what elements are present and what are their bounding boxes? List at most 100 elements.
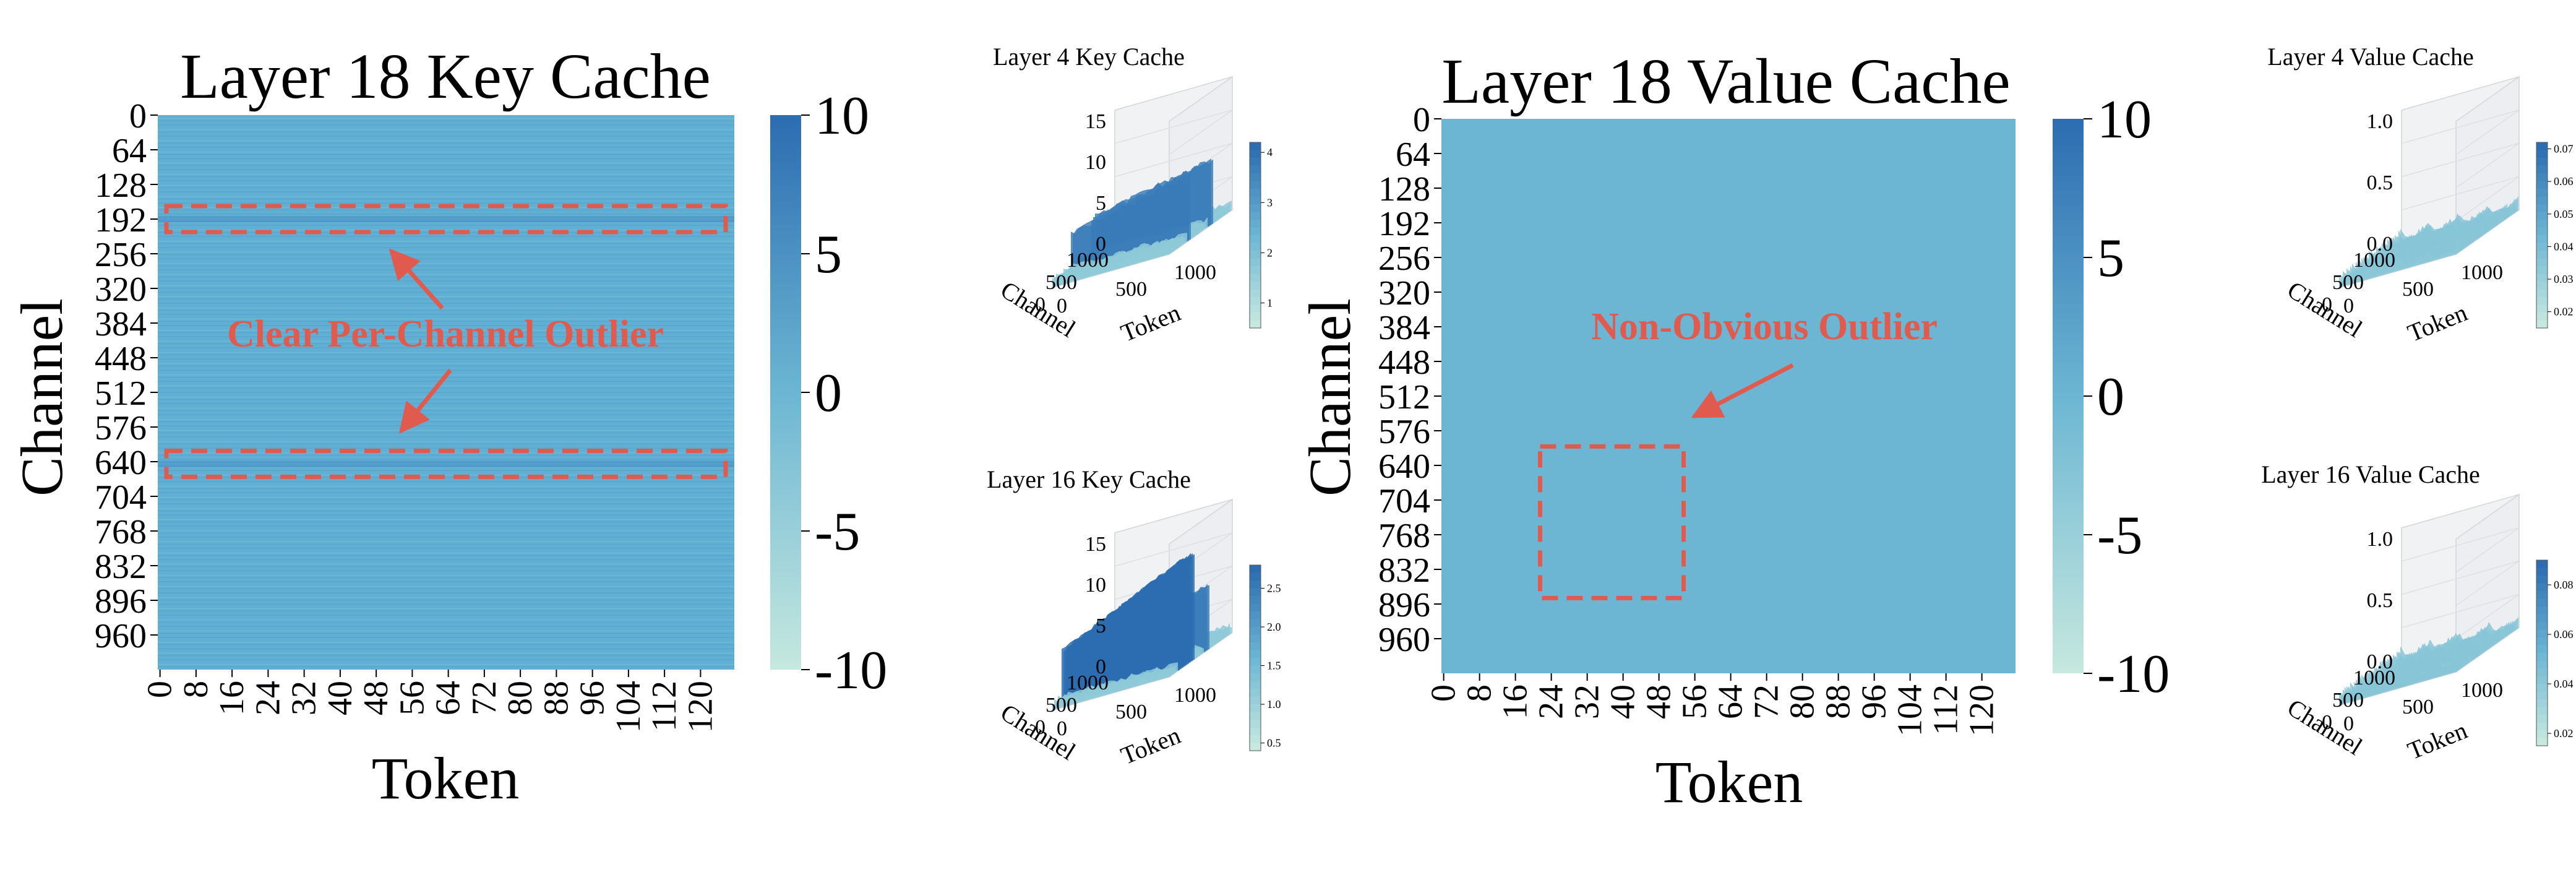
v16-cbar-frame xyxy=(2536,559,2548,746)
v16-surface-ribbon xyxy=(2339,657,2457,706)
k16-cbar-segment xyxy=(1250,658,1261,667)
v18-heatmap-chart: Layer 18 Value Cache 0641281922563203844… xyxy=(1297,46,2170,815)
k4-ztick: 15 xyxy=(1085,110,1106,133)
k4-cbar-segment xyxy=(1250,189,1261,197)
v4-cbar-segment xyxy=(2536,204,2548,213)
v4-cbar-segment xyxy=(2536,282,2548,290)
k16-cbar-segment xyxy=(1250,696,1261,705)
v18-xtick-label: 16 xyxy=(1496,684,1535,719)
v18-xtick-label: 104 xyxy=(1891,684,1930,736)
k4-cbar-segment xyxy=(1250,297,1261,306)
k4-cbar-segment xyxy=(1250,304,1261,313)
k16-ztick: 15 xyxy=(1085,533,1106,556)
k18-xtick-label: 104 xyxy=(609,681,648,733)
v4-cbar-segment xyxy=(2536,181,2548,189)
v16-token-tick: 1000 xyxy=(2461,679,2503,702)
k16-cbar-segment xyxy=(1250,720,1261,728)
k18-y-axis-label: Channel xyxy=(9,298,75,496)
v4-token-tick: 0 xyxy=(2343,295,2354,317)
v18-xtick-label: 96 xyxy=(1855,684,1894,719)
k16-cbar-label: 1.5 xyxy=(1267,660,1281,672)
k18-ytick-label: 896 xyxy=(95,582,147,621)
v16-ztick: 0.0 xyxy=(2367,650,2394,673)
v18-ytick-label: 192 xyxy=(1378,205,1430,243)
k18-ytick-label: 192 xyxy=(95,201,147,240)
k18-xtick-label: 96 xyxy=(573,681,612,715)
k4-token-tick: 0 xyxy=(1057,295,1067,317)
v4-cbar-segment xyxy=(2536,304,2548,313)
v4-cbar-segment xyxy=(2536,189,2548,197)
k4-channel-tick: 0 xyxy=(1035,293,1045,316)
v16-cbar-segment xyxy=(2536,738,2548,746)
k16-cbar-segment xyxy=(1250,634,1261,643)
v18-xtick-label: 112 xyxy=(1927,684,1965,735)
v18-ytick-label: 704 xyxy=(1378,482,1430,520)
k18-x-axis-label: Token xyxy=(372,745,520,811)
v4-cbar-segment xyxy=(2536,235,2548,244)
k4-surface-ribbon xyxy=(1052,246,1170,288)
v16-gridline xyxy=(2401,594,2520,639)
v16-cbar-segment xyxy=(2536,622,2548,631)
v16-gridline xyxy=(2401,560,2520,606)
k4-cbar-segment xyxy=(1250,258,1261,267)
k16-cbar-segment xyxy=(1250,588,1261,597)
k16-cbar-segment xyxy=(1250,642,1261,651)
k18-arrow-down xyxy=(398,368,452,434)
v16-token-tick: 500 xyxy=(2402,696,2434,719)
k18-ytick-label: 768 xyxy=(95,513,147,551)
v18-ytick-label: 768 xyxy=(1378,517,1430,555)
v16-gridline xyxy=(2401,527,2520,573)
v4-token-label: Token xyxy=(2403,298,2471,347)
k16-token-tick: 0 xyxy=(1057,717,1067,740)
k16-cbar-segment xyxy=(1250,596,1261,605)
k18-colorbar xyxy=(770,115,801,670)
v18-heatmap-area xyxy=(1441,119,2016,673)
k4-cbar-segment xyxy=(1250,251,1261,259)
k16-channel-tick: 1000 xyxy=(1067,671,1109,694)
k16-cbar-segment xyxy=(1250,704,1261,713)
k4-cbar-segment xyxy=(1250,212,1261,220)
k18-cbar-label: -10 xyxy=(815,641,887,701)
k16-surface-ribbon xyxy=(1062,562,1180,704)
v18-ytick-label: 960 xyxy=(1378,621,1430,659)
k18-ytick-label: 576 xyxy=(95,409,147,447)
v4-cbar-segment xyxy=(2536,313,2548,321)
v18-ytick-label: 320 xyxy=(1378,274,1430,313)
v16-cbar-segment xyxy=(2536,653,2548,662)
v4-cbar-segment xyxy=(2536,243,2548,251)
k4-title: Layer 4 Key Cache xyxy=(993,43,1185,71)
v18-cbar-label: 5 xyxy=(2097,228,2124,288)
v18-ytick-label: 640 xyxy=(1378,447,1430,486)
v4-gridline xyxy=(2401,110,2520,155)
v4-cbar-segment xyxy=(2536,289,2548,298)
k18-outlier-box xyxy=(164,204,728,235)
k16-ztick: 10 xyxy=(1085,574,1106,597)
v4-cbar-segment xyxy=(2536,274,2548,282)
v16-token-tick: 0 xyxy=(2343,712,2354,735)
k16-cbar-segment xyxy=(1250,581,1261,589)
v4-channel-tick: 0 xyxy=(2322,293,2332,316)
k16-surface-ribbon xyxy=(1052,667,1170,710)
v18-y-tick-labels: 0641281922563203844485125766407047688328… xyxy=(1378,101,1441,659)
k18-xtick-label: 0 xyxy=(141,681,179,698)
v4-cbar-segment xyxy=(2536,173,2548,182)
k16-cbar-label: 2.5 xyxy=(1267,582,1281,595)
v4-token-tick: 500 xyxy=(2402,278,2434,301)
k4-cbar-label: 4 xyxy=(1267,146,1273,158)
k4-cbar-segment xyxy=(1250,266,1261,275)
k4-gridline xyxy=(1114,110,1233,155)
v18-title: Layer 18 Value Cache xyxy=(1441,46,2010,117)
k18-outlier-row xyxy=(158,216,734,222)
k16-token-label: Token xyxy=(1117,721,1184,770)
v18-ytick-label: 0 xyxy=(1413,101,1430,139)
v4-cbar-segment xyxy=(2536,266,2548,275)
k18-xtick-label: 8 xyxy=(177,681,215,698)
k18-ytick-label: 256 xyxy=(95,236,147,274)
v18-xtick-label: 0 xyxy=(1425,684,1463,702)
k16-cbar-segment xyxy=(1250,689,1261,697)
v18-ytick-label: 576 xyxy=(1378,413,1430,451)
k18-cbar-label: -5 xyxy=(815,502,860,562)
v4-cbar-segment xyxy=(2536,196,2548,205)
k16-cbar-segment xyxy=(1250,627,1261,636)
